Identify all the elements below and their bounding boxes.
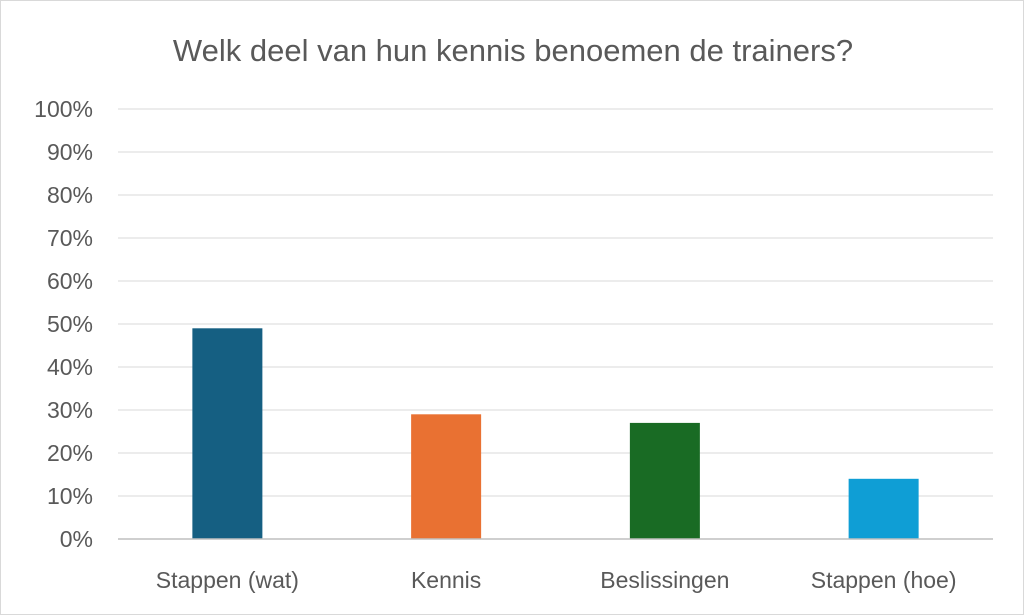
y-tick-label: 80% (47, 182, 93, 208)
bar-stappen-hoe (848, 478, 919, 539)
bar-kennis (411, 414, 482, 539)
bars (192, 328, 919, 539)
x-category-label: Beslissingen (600, 567, 729, 593)
x-category-label: Kennis (411, 567, 481, 593)
x-category-label: Stappen (hoe) (811, 567, 957, 593)
y-tick-label: 60% (47, 268, 93, 294)
y-axis-ticks: 0% 10% 20% 30% 40% 50% 60% 70% 80% 90% 100% (34, 96, 93, 552)
y-tick-label: 40% (47, 354, 93, 380)
chart-title: Welk deel van hun kennis benoemen de tra… (173, 33, 853, 68)
bar-stappen-wat (192, 328, 263, 539)
x-category-label: Stappen (wat) (156, 567, 299, 593)
x-axis-categories: Stappen (wat) Kennis Beslissingen Stappen (… (156, 567, 957, 593)
y-tick-label: 20% (47, 440, 93, 466)
y-tick-label: 90% (47, 139, 93, 165)
y-tick-label: 70% (47, 225, 93, 251)
y-tick-label: 10% (47, 483, 93, 509)
y-tick-label: 50% (47, 311, 93, 337)
y-tick-label: 30% (47, 397, 93, 423)
bar-beslissingen (629, 422, 700, 539)
y-tick-label: 0% (60, 526, 93, 552)
y-tick-label: 100% (34, 96, 93, 122)
gridlines (118, 108, 993, 497)
